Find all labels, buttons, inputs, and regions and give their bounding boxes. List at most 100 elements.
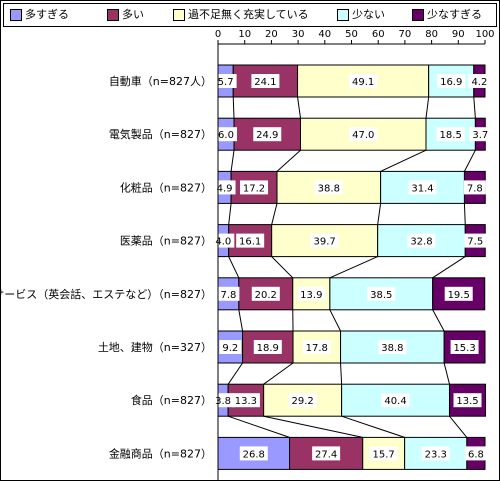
series-line [230, 150, 235, 172]
x-tick-label: 20 [265, 29, 278, 40]
value-label: 9.2 [222, 343, 238, 354]
value-label: 38.8 [381, 343, 403, 354]
series-connector-lines [227, 96, 476, 438]
series-line [377, 203, 382, 225]
value-label: 3.8 [215, 396, 231, 407]
series-line [329, 256, 378, 279]
value-label-bg [464, 446, 487, 461]
value-label-bg [314, 180, 343, 195]
series-line [228, 256, 240, 279]
value-label-bg [253, 340, 282, 354]
series-line [449, 415, 468, 438]
series-line [340, 362, 343, 385]
value-label: 5.7 [218, 77, 234, 88]
x-tick-label: 80 [425, 29, 438, 40]
x-tick-label: 30 [292, 29, 305, 40]
value-label: 15.3 [453, 343, 475, 354]
value-label-bg [297, 286, 326, 301]
value-label-bg [381, 393, 410, 408]
legend-item-few: 少ない [337, 8, 385, 22]
value-label: 3.7 [472, 130, 488, 141]
series-line [329, 309, 341, 332]
value-label: 13.5 [456, 396, 478, 407]
value-label-bg [312, 446, 341, 461]
category-label: 土地、建物（n=327） [98, 340, 212, 354]
value-label-bg [231, 393, 260, 408]
value-label: 39.7 [314, 237, 336, 248]
value-label-bg [253, 127, 282, 142]
series-line [463, 203, 466, 225]
category-label: 自動車（n=827人） [109, 74, 212, 88]
value-label-bg [407, 233, 436, 248]
value-label: 24.1 [254, 77, 276, 88]
bars-layer: 5.7 24.1 49.1 16.9 4.2 6.0 24.9 47.0 18.5 3.7 4.9 1… [212, 64, 492, 470]
x-tick-label: 10 [238, 29, 251, 40]
legend-item-many: 多い [107, 8, 144, 22]
category-label: サービス（英会話、エステなど）（n=827） [0, 287, 212, 301]
value-label: 49.1 [352, 77, 374, 88]
series-line [271, 256, 294, 279]
value-label-bg [288, 393, 317, 408]
value-label-bg [378, 340, 407, 354]
legend-swatch [10, 9, 22, 21]
value-label: 26.8 [243, 449, 265, 460]
category-label: 化粧品（n=827） [120, 180, 212, 194]
value-label: 17.2 [243, 183, 265, 194]
value-label: 13.3 [235, 396, 257, 407]
value-label: 7.8 [467, 183, 483, 194]
legend-label: 多すぎる [25, 8, 69, 21]
x-tick-label: 50 [345, 29, 358, 40]
value-label: 32.8 [410, 237, 432, 248]
legend-item-adequate: 過不足無く充実している [173, 8, 309, 22]
value-label: 19.5 [448, 290, 470, 301]
value-label: 7.5 [467, 237, 483, 248]
value-label: 6.0 [218, 130, 234, 141]
value-label-bg [436, 127, 465, 142]
value-label-bg [240, 180, 269, 195]
category-labels: 自動車（n=827人） 電気製品（n=827） 化粧品（n=827） 医薬品（n=82… [0, 74, 212, 460]
series-line [276, 149, 301, 172]
value-label: 18.9 [257, 343, 279, 354]
value-label: 16.9 [440, 77, 462, 88]
legend-swatch [412, 9, 424, 21]
series-line [227, 415, 290, 438]
value-label: 16.1 [239, 237, 261, 248]
legend-label: 少なすぎる [427, 8, 482, 21]
value-label: 23.3 [425, 449, 447, 460]
legend-label: 過不足無く充実している [188, 8, 309, 21]
value-label: 31.4 [411, 183, 433, 194]
x-axis: 0 10 20 30 40 50 60 70 80 90 100 [215, 29, 495, 481]
series-line [271, 203, 278, 225]
value-label: 38.5 [370, 290, 392, 301]
series-line [297, 96, 301, 119]
legend-item-too-many: 多すぎる [10, 8, 69, 22]
value-label: 7.8 [220, 290, 236, 301]
value-label-bg [444, 286, 473, 301]
value-label: 15.7 [373, 449, 395, 460]
value-label: 17.8 [306, 343, 328, 354]
legend-swatch [173, 9, 185, 21]
value-label-bg [251, 74, 280, 88]
value-label-bg [349, 127, 378, 142]
value-label: 24.9 [256, 130, 278, 141]
series-line [263, 415, 363, 438]
value-label-bg [349, 74, 378, 88]
value-label-bg [213, 180, 236, 195]
value-label: 6.8 [468, 449, 484, 460]
series-line [432, 256, 466, 279]
value-label: 47.0 [352, 130, 374, 141]
value-label-bg [464, 233, 487, 248]
value-label: 20.2 [255, 290, 277, 301]
value-label-bg [469, 127, 492, 142]
legend-swatch [107, 9, 119, 21]
x-tick-label: 90 [452, 29, 465, 40]
value-label-bg [367, 286, 396, 301]
value-label-bg [369, 446, 398, 461]
series-line [380, 149, 427, 172]
value-label-bg [468, 74, 491, 88]
value-label-bg [302, 340, 331, 354]
value-label: 13.9 [300, 290, 322, 301]
series-line [263, 362, 294, 385]
series-line [227, 362, 243, 385]
